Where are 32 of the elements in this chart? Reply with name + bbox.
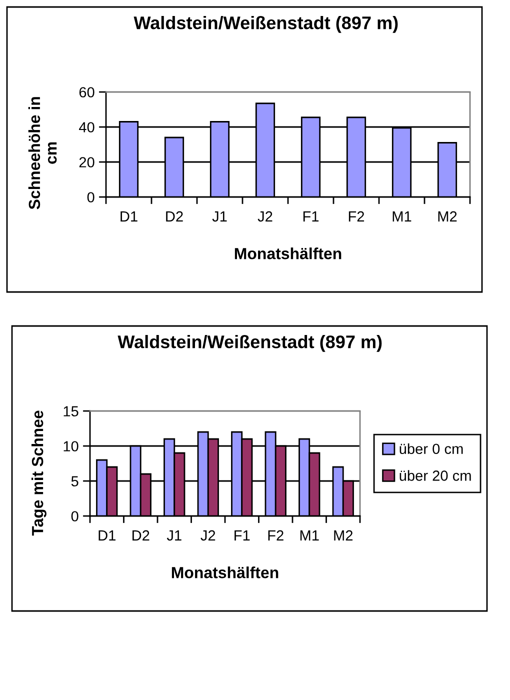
y-tick-label: 40	[79, 122, 94, 132]
y-tick-label: 15	[64, 406, 78, 416]
y-tick-label: 60	[79, 87, 94, 98]
y-tick-label: 0	[87, 192, 94, 202]
y-tick-label: 5	[71, 476, 78, 486]
x-tick-label: D1	[98, 530, 116, 540]
x-tick-label: J1	[166, 530, 182, 541]
legend-label: über 0 cm	[400, 443, 463, 454]
x-tick-label: D2	[166, 211, 183, 222]
x-tick-label: D1	[120, 211, 138, 222]
legend-label: über 20 cm	[400, 470, 471, 481]
x-tick-label: M2	[334, 530, 353, 540]
y-axis-title: Schneehöhe in cm	[28, 97, 57, 210]
x-tick-label: M1	[392, 211, 412, 222]
y-tick-label: 0	[71, 511, 78, 522]
x-tick-label: M1	[300, 530, 319, 540]
x-tick-label: F1	[234, 530, 250, 540]
x-tick-label: F2	[348, 211, 364, 222]
x-tick-label: D2	[132, 530, 150, 540]
x-tick-label: F2	[268, 530, 284, 540]
y-tick-label: 10	[64, 441, 78, 452]
x-tick-label: J2	[200, 530, 216, 541]
x-tick-label: J1	[212, 211, 227, 222]
x-axis-title: Monatshälften	[234, 248, 342, 260]
chart-title: Waldstein/Weißenstadt (897 m)	[134, 16, 398, 33]
x-axis-title: Monatshälften	[172, 566, 278, 578]
x-tick-label: M2	[438, 211, 457, 222]
x-tick-label: J2	[258, 211, 272, 222]
x-tick-label: F1	[303, 211, 319, 222]
y-tick-label: 20	[79, 157, 94, 168]
y-axis-title: Tage mit Schnee	[31, 410, 46, 536]
chart-title: Waldstein/Weißenstadt (897 m)	[118, 334, 382, 352]
